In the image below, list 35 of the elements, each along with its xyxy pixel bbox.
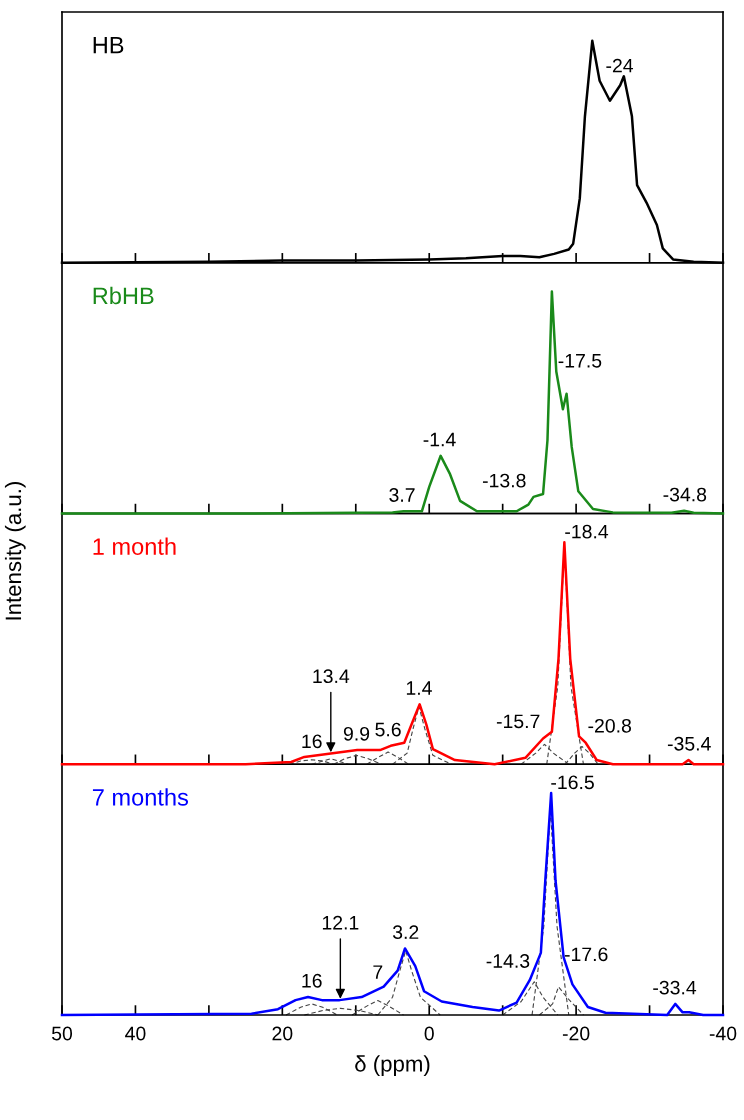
annotation: -13.8: [482, 473, 526, 488]
annotation: -15.7: [496, 714, 540, 729]
annotation: -20.8: [588, 718, 632, 733]
x-axis-title: δ (ppm): [355, 1055, 430, 1077]
annotation: 5.6: [375, 722, 401, 737]
x-tick-label: 40: [125, 1026, 146, 1041]
x-tick-label: -20: [562, 1026, 590, 1041]
annotation: -35.4: [667, 736, 711, 751]
annotation: 3.7: [389, 488, 415, 502]
annotation: -24: [606, 58, 634, 73]
chart-title: 7 months: [92, 788, 189, 806]
annotation: -18.4: [565, 524, 609, 539]
annotation: -16.5: [551, 775, 594, 790]
annotation: 16: [302, 973, 322, 988]
annotation: -17.6: [564, 947, 608, 962]
annotation: 12.1: [322, 915, 359, 930]
annotation: 9.9: [343, 726, 370, 741]
chart-title: 1 month: [93, 537, 176, 555]
annotation: 13.4: [313, 669, 350, 684]
chart-title: HB: [93, 36, 124, 54]
annotation: -33.4: [653, 980, 697, 995]
x-tick-label: -40: [709, 1026, 737, 1041]
chart-title: RbHB: [93, 286, 154, 305]
x-tick-label: 0: [424, 1026, 434, 1041]
x-tick-label: 50: [51, 1026, 73, 1041]
annotation: -14.3: [486, 954, 530, 968]
annotation: -17.5: [558, 354, 602, 368]
annotation: 7: [373, 965, 383, 979]
annotation: 1.4: [406, 681, 432, 695]
x-tick-label: 20: [272, 1026, 293, 1041]
annotation: -1.4: [423, 432, 456, 447]
annotation: 3.2: [392, 925, 419, 940]
y-axis-title: Intensity (a.u.): [4, 482, 26, 620]
annotation: 16: [302, 734, 322, 749]
annotation: -34.8: [663, 487, 707, 502]
